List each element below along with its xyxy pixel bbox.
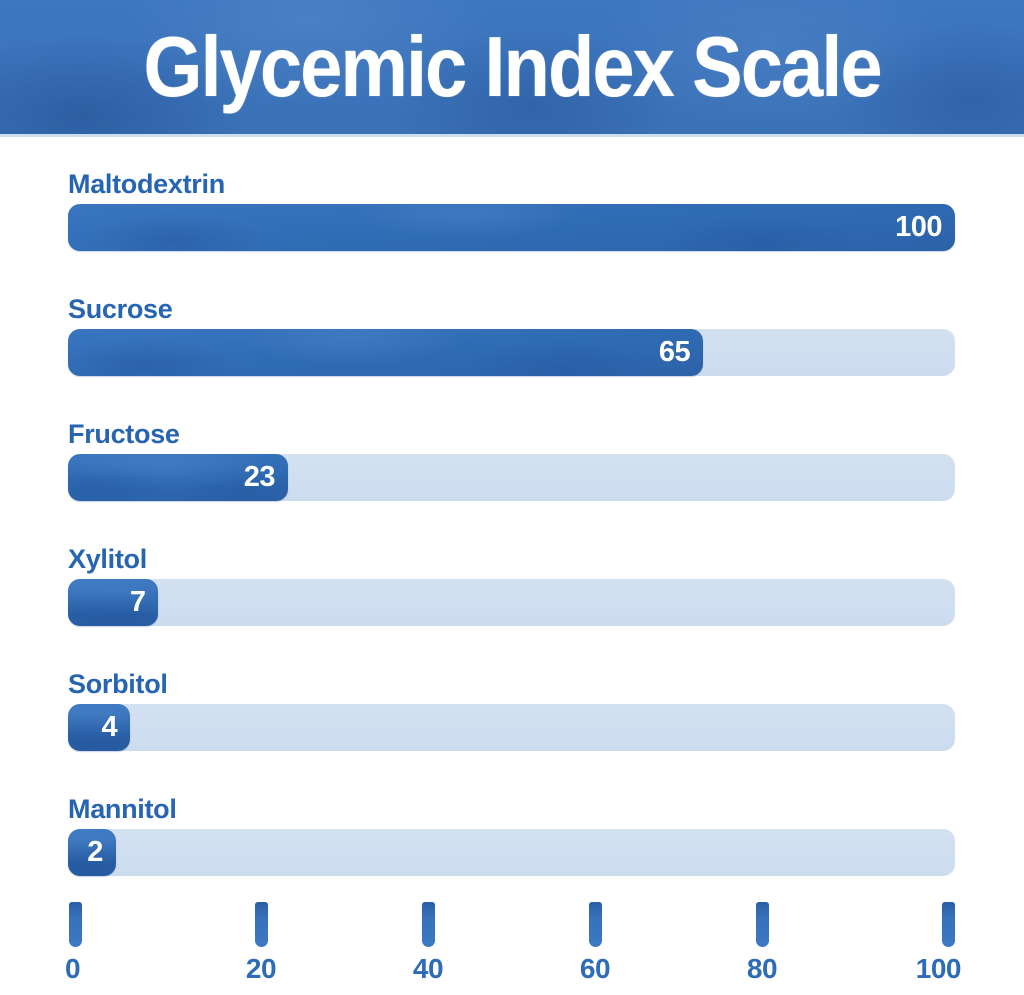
page-title: Glycemic Index Scale (143, 19, 882, 115)
bar-track: 100 (68, 204, 955, 251)
axis-tick-100: 100 (903, 902, 962, 983)
tick-mark-icon (588, 902, 602, 947)
bar-row-fructose: Fructose 23 (68, 420, 955, 501)
bar-fill: 7 (68, 579, 159, 626)
bar-track: 65 (68, 329, 955, 376)
tick-mark-icon (755, 902, 769, 947)
bar-fill: 65 (68, 329, 704, 376)
bar-value: 4 (101, 711, 118, 743)
bar-label: Fructose (68, 419, 180, 449)
tick-mark-icon (254, 902, 268, 947)
bar-label: Sucrose (68, 294, 173, 324)
bar-row-xylitol: Xylitol 7 (68, 545, 955, 626)
bar-value: 2 (87, 836, 103, 868)
bar-label: Xylitol (68, 544, 147, 574)
bar-track: 4 (68, 704, 955, 751)
bar-value: 23 (243, 461, 276, 493)
tick-label: 40 (412, 953, 444, 984)
bar-row-maltodextrin: Maltodextrin 100 (68, 170, 955, 251)
bar-fill: 23 (68, 454, 288, 501)
bar-track: 2 (68, 829, 955, 876)
tick-label: 20 (245, 953, 277, 984)
bar-row-sucrose: Sucrose 65 (68, 295, 955, 376)
axis-tick-20: 20 (235, 902, 287, 983)
bar-row-mannitol: Mannitol 2 (68, 795, 955, 876)
tick-label: 100 (915, 953, 962, 984)
axis-tick-0: 0 (65, 902, 120, 984)
tick-mark-icon (69, 902, 82, 947)
bar-value: 7 (129, 586, 146, 618)
tick-label: 60 (579, 953, 611, 984)
bar-track: 23 (68, 454, 955, 501)
x-axis: 0 20 40 60 80 100 (65, 902, 962, 984)
bar-row-sorbitol: Sorbitol 4 (68, 670, 955, 751)
axis-tick-40: 40 (402, 902, 454, 983)
bar-value: 65 (658, 336, 691, 368)
bar-fill: 2 (68, 829, 116, 876)
bar-label: Mannitol (68, 794, 177, 824)
axis-tick-60: 60 (569, 902, 621, 983)
header-banner: Glycemic Index Scale (0, 0, 1024, 137)
axis-tick-80: 80 (736, 902, 788, 983)
tick-mark-icon (421, 902, 435, 947)
bar-value: 100 (895, 211, 942, 243)
tick-label: 80 (746, 953, 778, 984)
bar-label: Maltodextrin (68, 169, 225, 199)
bar-track: 7 (68, 579, 955, 626)
tick-label: 0 (65, 953, 81, 984)
bar-label: Sorbitol (68, 669, 168, 699)
bar-fill: 100 (68, 204, 955, 251)
bar-chart: Maltodextrin 100 Sucrose 65 Fructose 23 … (68, 170, 955, 876)
bar-fill: 4 (68, 704, 131, 751)
tick-mark-icon (942, 902, 955, 947)
